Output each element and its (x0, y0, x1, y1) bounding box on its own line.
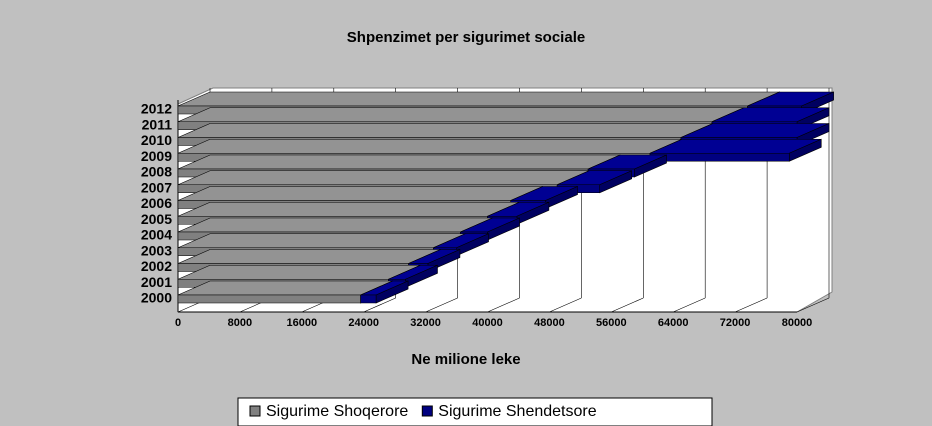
grid-line (611, 297, 644, 313)
legend-swatch (249, 405, 261, 417)
bar-top (177, 91, 780, 107)
y-tick-label: 2004 (141, 227, 172, 243)
y-tick-label: 2005 (141, 211, 172, 227)
bar-top (177, 154, 621, 170)
grid-line (549, 297, 582, 313)
grid-line (425, 297, 458, 313)
x-tick-label: 56000 (596, 317, 627, 329)
chart-title: Shpenzimet per sigurimet sociale (347, 29, 585, 46)
y-tick-label: 2007 (141, 179, 172, 195)
bar (360, 294, 377, 304)
y-tick-label: 2012 (141, 101, 172, 117)
y-tick-label: 2009 (141, 148, 172, 164)
y-tick-label: 2006 (141, 195, 172, 211)
x-tick-label: 24000 (348, 317, 379, 329)
x-tick-label: 64000 (658, 317, 689, 329)
bar-top (177, 249, 441, 264)
x-tick-label: 16000 (287, 317, 318, 329)
grid-line (363, 297, 396, 313)
bar-top (177, 264, 421, 280)
y-tick-label: 2010 (141, 132, 172, 148)
bar-top (177, 138, 683, 154)
bar-top (177, 280, 393, 296)
y-tick-label: 2011 (142, 116, 173, 132)
x-tick-label: 80000 (782, 317, 813, 329)
legend-swatch (421, 405, 433, 417)
y-tick-label: 2001 (141, 274, 172, 290)
bar-top (177, 186, 543, 201)
grid-line (734, 297, 768, 313)
legend: Sigurime Shoqerore Sigurime Shendetsore (237, 397, 713, 426)
x-tick-label: 32000 (410, 317, 441, 329)
y-tick-label: 2003 (141, 242, 172, 258)
legend-label: Sigurime Shendetsore (438, 403, 596, 420)
grid-line (487, 297, 520, 313)
grid-line (796, 297, 830, 313)
bar-top (177, 233, 466, 249)
bar (177, 294, 361, 304)
x-tick-label: 0 (175, 317, 181, 329)
bar-top (177, 170, 590, 186)
bar-top (177, 217, 493, 233)
bar-top (177, 123, 714, 138)
legend-label: Sigurime Shoqerore (266, 403, 408, 420)
x-tick-label: 48000 (534, 317, 565, 329)
legend-box (237, 397, 713, 426)
x-tick-label: 40000 (472, 317, 503, 329)
grid-line (673, 297, 706, 313)
x-axis-label: Ne milione leke (411, 351, 520, 368)
y-tick-label: 2000 (141, 290, 172, 306)
bar-top (177, 107, 745, 123)
bar (649, 152, 790, 162)
bar-top (177, 201, 520, 217)
x-tick-label: 8000 (228, 317, 252, 329)
x-tick-label: 72000 (720, 317, 751, 329)
y-tick-label: 2008 (141, 164, 172, 180)
y-tick-label: 2002 (141, 258, 172, 274)
